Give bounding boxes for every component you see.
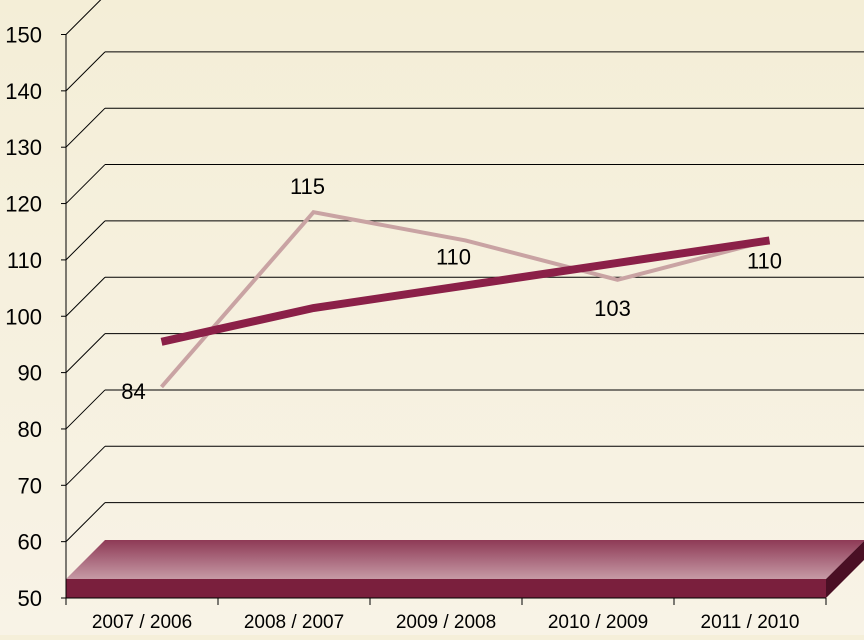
y-tick-label-50: 50 xyxy=(18,586,42,611)
y-tick-label-110: 110 xyxy=(7,248,42,273)
data-label-4: 110 xyxy=(747,248,782,273)
x-tick-label-4: 2011 / 2010 xyxy=(701,612,800,633)
y-tick-label-100: 100 xyxy=(5,304,42,329)
y-tick-label-120: 120 xyxy=(5,192,42,217)
x-tick-label-1: 2008 / 2007 xyxy=(244,612,344,633)
y-tick-label-130: 130 xyxy=(5,135,42,160)
data-label-0: 84 xyxy=(121,379,145,404)
y-tick-label-90: 90 xyxy=(18,361,42,386)
y-tick-label-60: 60 xyxy=(18,530,42,555)
chart-floor xyxy=(66,540,864,598)
y-tick-label-150: 150 xyxy=(5,23,42,48)
y-tick-label-70: 70 xyxy=(18,473,42,498)
floor-top xyxy=(66,540,864,579)
x-tick-label-0: 2007 / 2006 xyxy=(92,612,192,633)
data-label-3: 103 xyxy=(594,296,631,321)
data-label-1: 115 xyxy=(290,174,325,199)
x-tick-label-2: 2009 / 2008 xyxy=(396,612,496,633)
x-tick-label-3: 2010 / 2009 xyxy=(548,612,648,633)
data-label-2: 110 xyxy=(436,244,471,269)
y-tick-label-140: 140 xyxy=(5,79,42,104)
y-tick-label-80: 80 xyxy=(18,417,42,442)
floor-front xyxy=(66,579,826,598)
